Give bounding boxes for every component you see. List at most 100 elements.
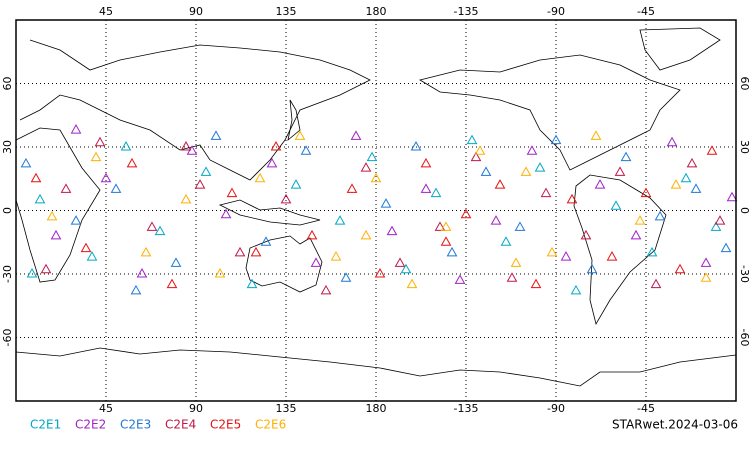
point (646, 246, 658, 257)
point (620, 151, 632, 162)
maritime-continent (218, 199, 321, 226)
point (534, 162, 546, 172)
point (290, 179, 302, 189)
x-tick-label: -45 (637, 402, 655, 415)
point (20, 157, 32, 168)
x-tick-label: 180 (366, 402, 387, 415)
point (94, 136, 106, 147)
point (614, 166, 626, 176)
point (410, 140, 422, 151)
point (70, 124, 82, 134)
point (260, 236, 272, 246)
point (30, 172, 42, 183)
point (590, 130, 602, 140)
greenland (639, 27, 721, 71)
point (394, 257, 406, 267)
point (634, 215, 646, 225)
point (474, 145, 486, 155)
point (514, 221, 526, 231)
point (200, 166, 212, 176)
point (140, 246, 152, 257)
point (310, 257, 322, 267)
x-tick-label: -90 (547, 402, 565, 415)
point (320, 284, 332, 295)
point (26, 267, 38, 278)
point (180, 193, 192, 204)
point (466, 134, 478, 145)
point (470, 151, 482, 162)
point (420, 157, 432, 168)
point (566, 193, 578, 204)
point (546, 246, 558, 257)
antarctica (15, 347, 737, 387)
point (670, 179, 682, 189)
eurasia-north (19, 39, 371, 181)
legend-entry: C2E2 (75, 418, 106, 432)
point (80, 242, 92, 253)
point (146, 221, 158, 231)
point (214, 267, 226, 278)
point (720, 242, 732, 253)
x-tick-label: 90 (189, 5, 203, 18)
point (654, 210, 666, 221)
x-tick-label: 90 (189, 402, 203, 415)
points (20, 124, 738, 295)
point (330, 251, 342, 261)
point (430, 187, 442, 198)
x-tick-label: 45 (99, 402, 113, 415)
point (180, 140, 192, 151)
point (726, 191, 738, 202)
point (366, 151, 378, 162)
y-tick-label: 30 (1, 140, 14, 154)
africa (15, 127, 101, 283)
point (440, 236, 452, 246)
point (454, 274, 466, 284)
coastlines (15, 27, 737, 387)
point (480, 166, 492, 176)
x-tick-label: 180 (366, 5, 387, 18)
legend: C2E1 C2E2 C2E3 C2E4 C2E5 C2E6 (30, 418, 286, 432)
x-tick-label: 45 (99, 5, 113, 18)
point (710, 221, 722, 231)
point (706, 145, 718, 155)
point (434, 221, 446, 231)
north-america (418, 54, 681, 171)
point (406, 278, 418, 289)
point (100, 172, 112, 183)
point (270, 140, 282, 151)
point (594, 179, 606, 189)
point (666, 136, 678, 147)
x-tick-label: -135 (454, 5, 479, 18)
point (550, 134, 562, 145)
point (266, 157, 278, 168)
axis-labels: 45 45 90 90 135 135 180 180 -135 -135 -90 -90 -45 -45… (1, 5, 750, 415)
point (70, 215, 82, 225)
point (680, 172, 692, 183)
point (506, 272, 518, 282)
point (346, 183, 358, 193)
point (630, 229, 642, 240)
point (714, 215, 726, 225)
x-tick-label: -135 (454, 402, 479, 415)
point (586, 263, 598, 274)
legend-entry: C2E3 (120, 418, 151, 432)
point (360, 162, 372, 172)
point (306, 229, 318, 240)
point (254, 172, 266, 183)
point (560, 251, 572, 261)
australia (245, 235, 323, 293)
point (540, 187, 552, 198)
point (334, 215, 346, 225)
point (610, 200, 622, 210)
point (606, 251, 618, 261)
point (246, 278, 258, 289)
point (674, 263, 686, 274)
point (570, 284, 582, 295)
point (220, 208, 232, 219)
point (530, 278, 542, 289)
point (154, 225, 166, 236)
map-frame (15, 19, 737, 402)
point (420, 183, 432, 193)
